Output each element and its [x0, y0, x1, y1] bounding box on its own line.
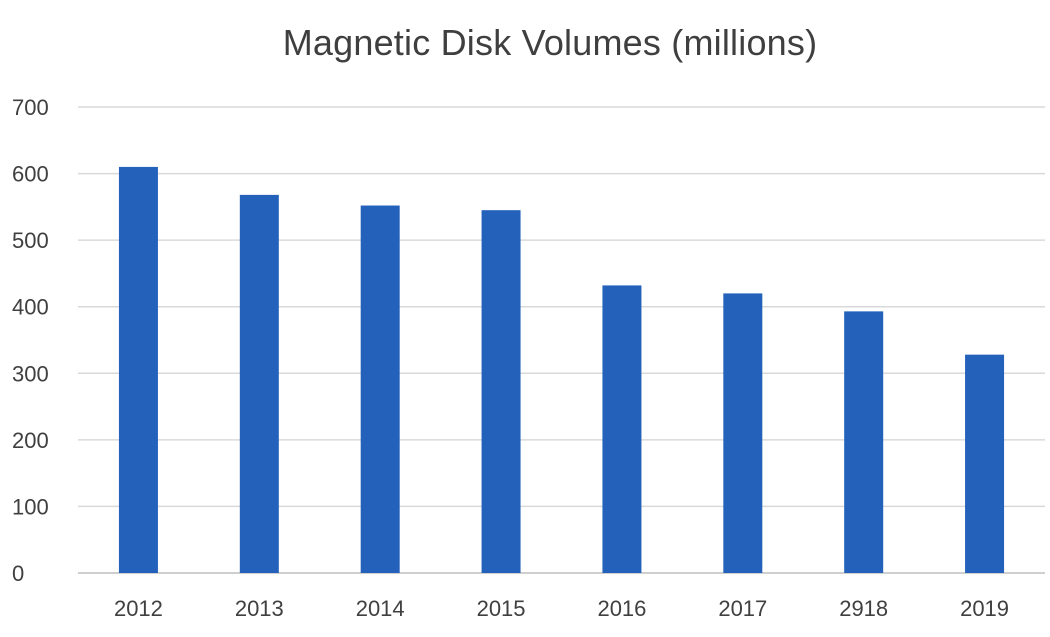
y-tick-label: 100	[12, 494, 49, 519]
bar-2015	[481, 210, 521, 573]
x-tick-label: 2012	[114, 596, 163, 621]
bars	[118, 166, 1005, 574]
x-tick-label: 2019	[960, 596, 1009, 621]
y-tick-label: 400	[12, 295, 49, 320]
x-tick-label: 2016	[597, 596, 646, 621]
bar-2019	[965, 354, 1005, 573]
x-tick-label: 2014	[356, 596, 405, 621]
bar-2012	[118, 166, 158, 573]
bar-2013	[239, 194, 279, 574]
bar-2918	[844, 311, 884, 573]
x-tick-label: 2015	[477, 596, 526, 621]
y-axis-tick-labels: 0 100 200 300 400 500 600 700	[12, 95, 49, 586]
y-tick-label: 600	[12, 162, 49, 187]
y-tick-label: 0	[12, 561, 24, 586]
bar-2014	[360, 205, 400, 574]
y-tick-label: 300	[12, 361, 49, 386]
x-tick-label: 2013	[235, 596, 284, 621]
bar-2017	[723, 293, 763, 573]
chart-title: Magnetic Disk Volumes (millions)	[282, 22, 818, 63]
x-tick-label: 2918	[839, 596, 888, 621]
y-tick-label: 500	[12, 228, 49, 253]
x-axis-tick-labels: 2012 2013 2014 2015 2016 2017 2918 2019	[114, 596, 1009, 621]
gridlines	[78, 106, 1045, 574]
bar-2016	[602, 285, 642, 573]
y-tick-label: 700	[12, 95, 49, 120]
y-tick-label: 200	[12, 428, 49, 453]
x-tick-label: 2017	[718, 596, 767, 621]
